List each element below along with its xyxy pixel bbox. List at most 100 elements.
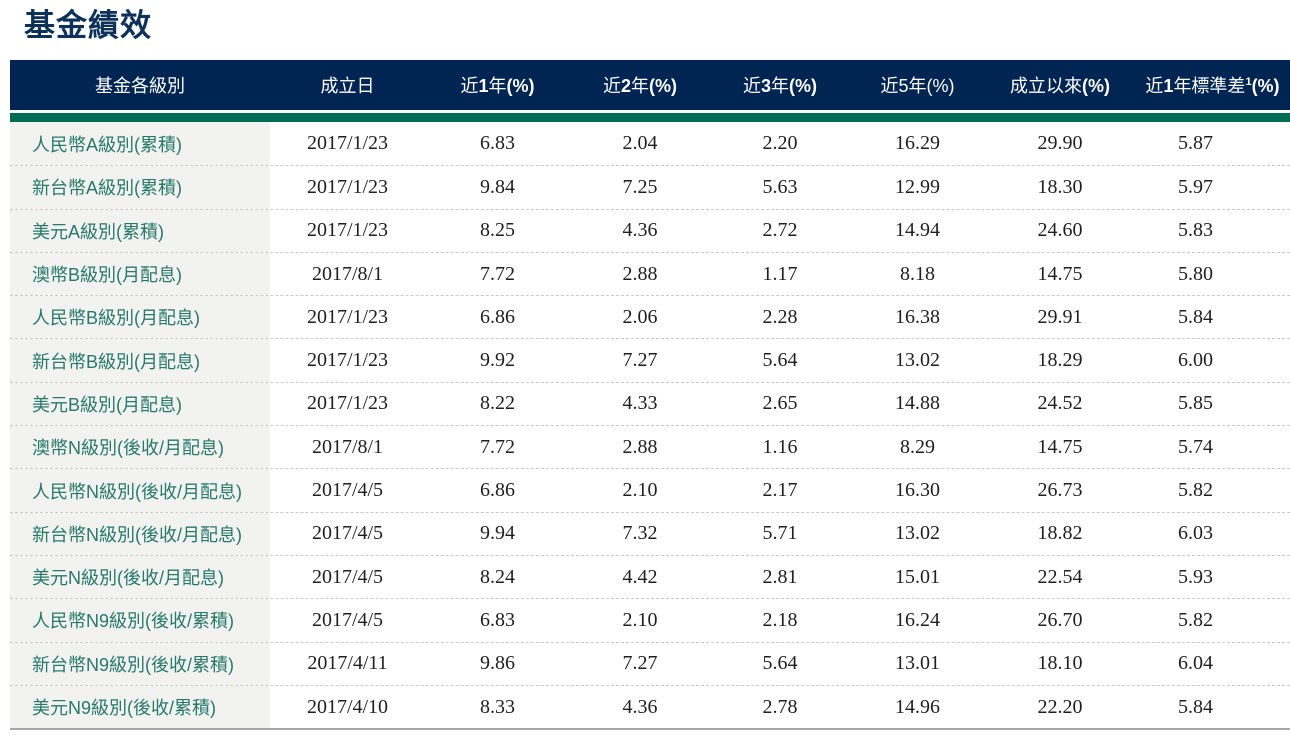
cell-inception: 2017/1/23 (306, 392, 389, 415)
cell-since: 26.70 (1037, 608, 1083, 631)
header-text: 年 (631, 76, 649, 96)
cell-y1: 9.84 (480, 175, 515, 198)
cell-std: 5.85 (1178, 392, 1213, 415)
cell-std: 5.82 (1178, 479, 1213, 502)
cell-y1: 8.22 (480, 392, 515, 415)
fund-class-link[interactable]: 新台幣B級別(月配息) (10, 339, 270, 382)
table-row: 澳幣N級別(後收/月配息) 2017/8/1 7.72 2.88 1.16 8.29 14.… (10, 425, 1290, 469)
header-text: 基金各級別 (95, 76, 185, 96)
cell-y3: 2.81 (762, 565, 798, 588)
cell-y5: 16.29 (895, 132, 940, 155)
cell-y5: 16.38 (895, 305, 940, 328)
cell-y5: 14.88 (895, 392, 940, 415)
table-row: 人民幣B級別(月配息) 2017/1/23 6.86 2.06 2.28 16.38 29.… (10, 295, 1290, 339)
header-text: 年 (488, 76, 507, 96)
cell-y2: 2.10 (622, 479, 658, 502)
cell-y1: 9.86 (480, 652, 515, 675)
cell-y5: 13.02 (895, 522, 940, 545)
cell-y2: 2.88 (622, 262, 658, 285)
cell-std: 6.00 (1178, 349, 1213, 372)
cell-y2: 7.32 (622, 522, 658, 545)
fund-class-link[interactable]: 美元N級別(後收/月配息) (10, 555, 270, 599)
cell-y3: 2.17 (762, 479, 798, 502)
cell-y1: 6.86 (480, 479, 515, 502)
table-body: 人民幣A級別(累積) 2017/1/23 6.83 2.04 2.20 16.29 29.9… (10, 122, 1290, 731)
fund-class-link[interactable]: 人民幣N9級別(後收/累積) (10, 599, 270, 642)
cell-since: 18.10 (1037, 652, 1083, 675)
cell-y2: 4.36 (622, 695, 658, 718)
cell-inception: 2017/8/1 (311, 262, 384, 285)
fund-class-link[interactable]: 人民幣A級別(累積) (10, 122, 270, 166)
column-header-std: 近1年標準差1(%) (1135, 72, 1290, 98)
page-title: 基金績效 (24, 8, 152, 43)
cell-inception: 2017/1/23 (306, 305, 389, 328)
fund-class-link[interactable]: 新台幣N級別(後收/月配息) (10, 512, 270, 555)
fund-class-link[interactable]: 美元A級別(累積) (10, 209, 270, 252)
cell-inception: 2017/4/5 (311, 479, 384, 502)
cell-since: 29.90 (1037, 132, 1083, 155)
header-text: (%) (649, 76, 677, 96)
header-text: (%) (506, 76, 535, 96)
table-header-row: 基金各級別 成立日 近1年(%) 近2年(%) 近3年(%) 近5年(%) 成立以來(%) 近… (10, 60, 1290, 110)
fund-class-link[interactable]: 人民幣B級別(月配息) (10, 296, 270, 339)
header-text: 成立以來 (1010, 76, 1082, 96)
cell-y2: 2.04 (622, 132, 658, 155)
cell-std: 5.80 (1178, 262, 1213, 285)
cell-y5: 15.01 (895, 565, 940, 588)
cell-y1: 6.83 (480, 132, 515, 155)
header-text: 成立日 (320, 76, 375, 96)
table-row: 新台幣B級別(月配息) 2017/1/23 9.92 7.27 5.64 13.02 18.… (10, 338, 1290, 382)
fund-class-link[interactable]: 新台幣A級別(累積) (10, 166, 270, 209)
table-row: 美元N級別(後收/月配息) 2017/4/5 8.24 4.42 2.81 15.01 22… (10, 554, 1290, 599)
cell-y5: 12.99 (895, 175, 940, 198)
table-row: 人民幣N級別(後收/月配息) 2017/4/5 6.86 2.10 2.17 16.30 2… (10, 468, 1290, 512)
cell-y3: 5.63 (762, 175, 798, 198)
cell-y5: 16.30 (895, 479, 940, 502)
cell-y3: 2.78 (762, 695, 798, 718)
table-row: 美元N9級別(後收/累積) 2017/4/10 8.33 4.36 2.78 14.96 2… (10, 684, 1290, 729)
cell-y2: 4.42 (622, 565, 658, 588)
header-text: 近5年 (880, 76, 927, 96)
cell-inception: 2017/4/11 (307, 652, 388, 675)
fund-class-link[interactable]: 美元B級別(月配息) (10, 382, 270, 426)
header-text: (%) (1251, 76, 1280, 96)
fund-class-link[interactable]: 新台幣N9級別(後收/累積) (10, 642, 270, 685)
header-text: 3 (760, 76, 771, 96)
cell-inception: 2017/8/1 (311, 435, 384, 458)
cell-y3: 5.71 (762, 522, 798, 545)
cell-y2: 4.33 (622, 392, 658, 415)
cell-since: 18.82 (1037, 522, 1083, 545)
cell-y2: 7.27 (622, 349, 658, 372)
table-row: 美元A級別(累積) 2017/1/23 8.25 4.36 2.72 14.94 24.60… (10, 208, 1290, 252)
table-row: 人民幣N9級別(後收/累積) 2017/4/5 6.83 2.10 2.18 16.24 2… (10, 598, 1290, 642)
cell-y1: 6.83 (480, 608, 515, 631)
cell-y5: 14.94 (895, 219, 940, 242)
fund-class-link[interactable]: 美元N9級別(後收/累積) (10, 685, 270, 729)
cell-std: 6.04 (1178, 652, 1213, 675)
cell-y2: 4.36 (622, 219, 658, 242)
cell-inception: 2017/4/5 (311, 522, 384, 545)
cell-since: 22.20 (1037, 695, 1083, 718)
cell-y3: 2.20 (762, 132, 798, 155)
header-text: 近 (742, 76, 761, 96)
cell-since: 24.60 (1037, 219, 1083, 242)
cell-y3: 2.18 (762, 608, 798, 631)
cell-y1: 8.25 (480, 219, 515, 242)
cell-y2: 2.88 (622, 435, 658, 458)
fund-class-link[interactable]: 人民幣N級別(後收/月配息) (10, 469, 270, 512)
cell-y3: 1.16 (762, 435, 798, 458)
table-row: 新台幣A級別(累積) 2017/1/23 9.84 7.25 5.63 12.99 18.3… (10, 165, 1290, 209)
cell-y1: 8.24 (480, 565, 515, 588)
cell-y3: 2.65 (762, 392, 798, 415)
cell-since: 29.91 (1037, 305, 1083, 328)
cell-since: 14.75 (1037, 435, 1083, 458)
fund-class-link[interactable]: 澳幣N級別(後收/月配息) (10, 426, 270, 469)
cell-y2: 2.06 (622, 305, 658, 328)
header-accent-bar (10, 113, 1290, 122)
cell-y3: 5.64 (762, 652, 798, 675)
cell-since: 14.75 (1037, 262, 1083, 285)
cell-since: 22.54 (1037, 565, 1083, 588)
fund-class-link[interactable]: 澳幣B級別(月配息) (10, 252, 270, 296)
cell-inception: 2017/1/23 (306, 219, 389, 242)
